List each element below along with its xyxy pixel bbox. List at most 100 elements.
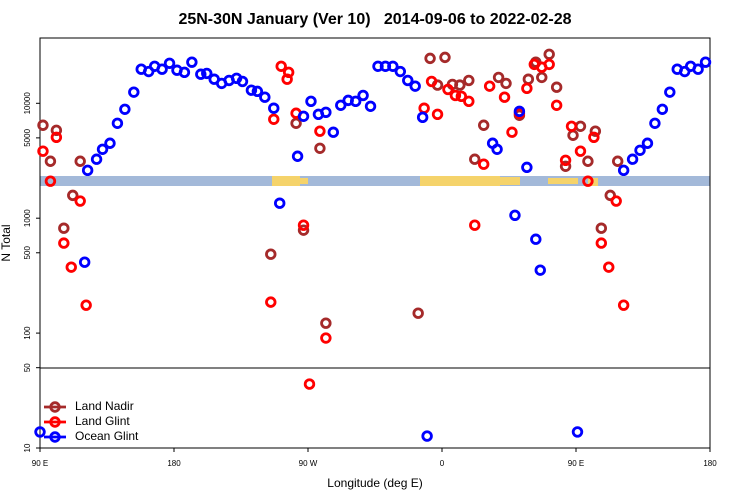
point bbox=[37, 145, 49, 157]
point bbox=[634, 144, 646, 156]
point bbox=[291, 150, 304, 162]
point bbox=[104, 137, 116, 149]
point bbox=[409, 80, 421, 92]
point bbox=[412, 307, 424, 319]
point bbox=[603, 261, 615, 273]
point bbox=[128, 86, 140, 98]
legend-label: Land Glint bbox=[75, 414, 130, 428]
point bbox=[119, 103, 131, 115]
point bbox=[297, 219, 310, 231]
point bbox=[449, 89, 462, 102]
point bbox=[454, 79, 466, 91]
point bbox=[80, 299, 92, 311]
point bbox=[34, 426, 46, 438]
x-tick-label: 0 bbox=[440, 459, 445, 468]
point bbox=[81, 164, 94, 177]
plot-frame bbox=[39, 37, 711, 449]
point bbox=[96, 143, 109, 155]
point bbox=[44, 175, 57, 187]
point bbox=[617, 299, 630, 311]
point bbox=[290, 117, 302, 129]
point bbox=[595, 237, 608, 249]
point bbox=[522, 73, 535, 85]
point bbox=[44, 155, 57, 167]
point bbox=[536, 71, 548, 84]
point bbox=[245, 84, 258, 96]
point bbox=[418, 102, 430, 114]
point bbox=[314, 125, 326, 137]
y-tick-label: 50 bbox=[23, 363, 32, 372]
point bbox=[469, 219, 481, 231]
point bbox=[327, 126, 340, 138]
legend-marker bbox=[49, 401, 61, 413]
point bbox=[424, 52, 436, 65]
point bbox=[67, 189, 79, 202]
point bbox=[491, 143, 503, 155]
point bbox=[442, 83, 454, 96]
point bbox=[492, 71, 505, 84]
point bbox=[163, 57, 176, 69]
point bbox=[425, 75, 438, 88]
x-tick-label: 90 W bbox=[299, 459, 318, 468]
map-strip bbox=[40, 176, 710, 186]
chart-title: 25N-30N January (Ver 10) 2014-09-06 to 2… bbox=[178, 11, 571, 28]
point bbox=[394, 65, 407, 78]
point bbox=[297, 110, 310, 122]
point bbox=[582, 175, 594, 187]
point bbox=[610, 195, 622, 207]
point bbox=[265, 296, 277, 308]
point bbox=[259, 91, 271, 103]
point bbox=[617, 164, 630, 177]
point bbox=[571, 426, 584, 438]
x-tick-label: 90 E bbox=[568, 459, 584, 468]
y-tick-label: 10 bbox=[23, 443, 32, 452]
point bbox=[268, 102, 280, 114]
y-tick-label: 500 bbox=[23, 246, 32, 260]
y-tick-label: 100 bbox=[23, 326, 32, 340]
point bbox=[305, 95, 317, 108]
point bbox=[506, 126, 518, 138]
point bbox=[656, 103, 669, 115]
point bbox=[236, 75, 249, 88]
point bbox=[78, 256, 91, 268]
point bbox=[74, 195, 86, 207]
point bbox=[364, 100, 377, 112]
point bbox=[692, 63, 704, 75]
x-axis-label: Longitude (deg E) bbox=[327, 476, 422, 490]
point bbox=[90, 153, 103, 165]
point bbox=[543, 48, 555, 60]
x-tick-label: 180 bbox=[167, 459, 181, 468]
point bbox=[265, 248, 277, 260]
point bbox=[483, 80, 496, 92]
point bbox=[477, 158, 490, 170]
point bbox=[699, 56, 712, 68]
point bbox=[178, 66, 191, 79]
point bbox=[559, 154, 572, 167]
point bbox=[402, 74, 414, 87]
point bbox=[297, 224, 310, 236]
point bbox=[416, 111, 429, 124]
point bbox=[303, 378, 316, 390]
point bbox=[58, 237, 70, 249]
point bbox=[477, 119, 490, 131]
point bbox=[58, 222, 70, 234]
point bbox=[565, 120, 578, 132]
point bbox=[186, 56, 198, 68]
point bbox=[567, 129, 579, 141]
point bbox=[588, 131, 600, 143]
point bbox=[439, 51, 451, 64]
legend-marker bbox=[49, 431, 61, 443]
point bbox=[649, 117, 661, 129]
y-tick-label: 1000 bbox=[23, 209, 32, 227]
point bbox=[455, 90, 468, 103]
point bbox=[349, 95, 362, 108]
point bbox=[274, 197, 286, 209]
point bbox=[509, 209, 521, 221]
point bbox=[559, 160, 572, 172]
point bbox=[65, 261, 77, 273]
point bbox=[521, 161, 533, 174]
point bbox=[469, 153, 481, 165]
point bbox=[282, 66, 295, 79]
